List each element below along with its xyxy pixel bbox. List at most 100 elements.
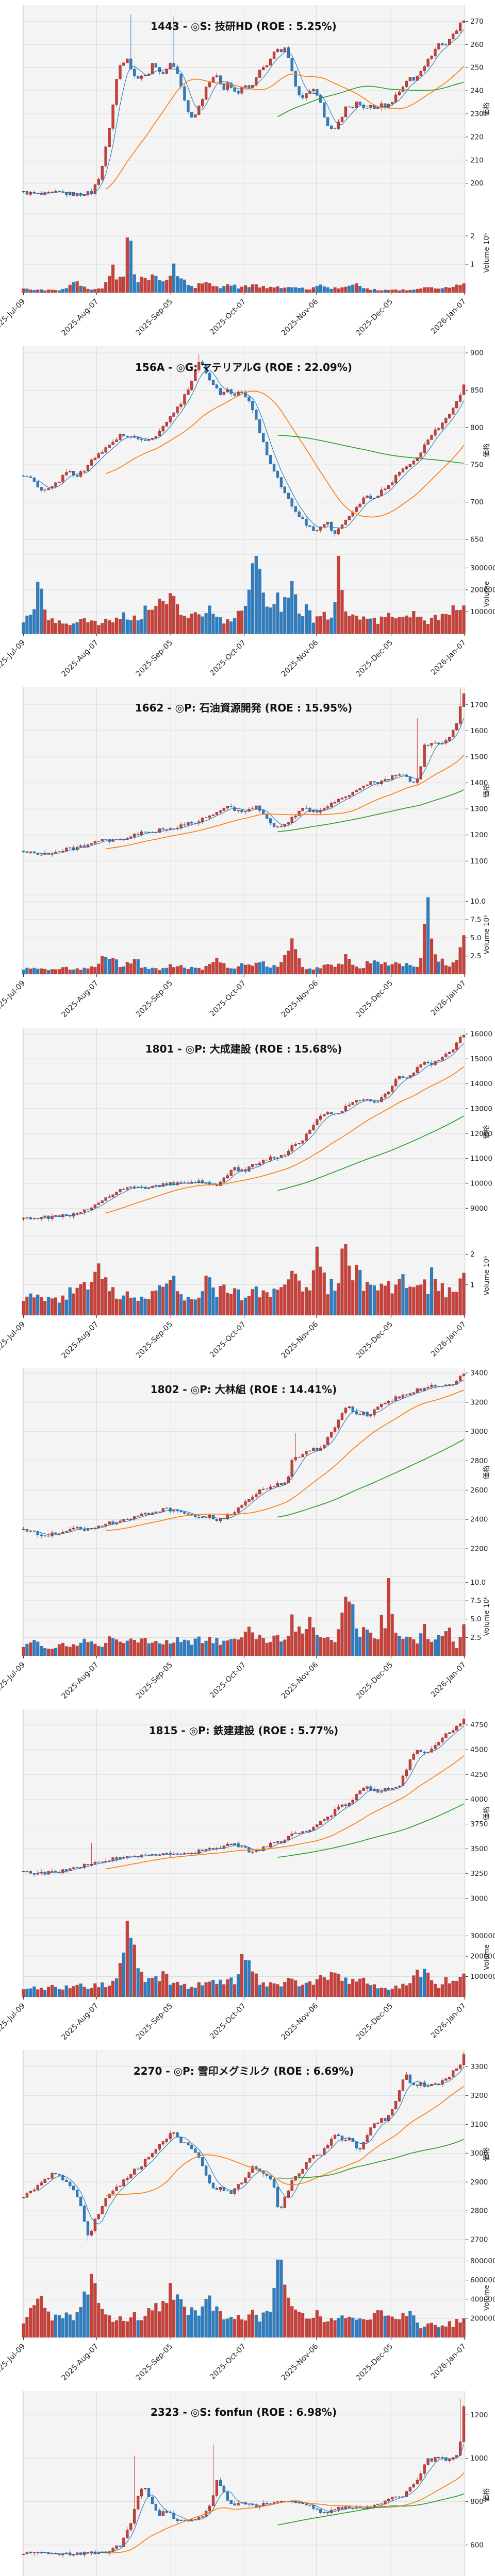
volume-tick-label: 5.0 xyxy=(470,1615,481,1623)
price-axis-title: 価格 xyxy=(483,443,491,457)
date-tick-label: 2025-Oct-07 xyxy=(208,298,248,337)
price-tick-label: 230 xyxy=(470,110,484,118)
volume-tick-label: 5.0 xyxy=(470,934,481,942)
date-tick-label: 2026-Jan-07 xyxy=(430,979,468,1018)
price-tick-label: 240 xyxy=(470,87,484,95)
price-tick-label: 9000 xyxy=(470,1204,488,1212)
date-tick-label: 2025-Aug-07 xyxy=(60,1320,101,1360)
price-tick-label: 3000 xyxy=(470,1428,488,1436)
price-tick-label: 220 xyxy=(470,133,484,141)
chart-canvas-156A: 156A - ◎G: マテリアルG (ROE : 22.09%) 650 700 75… xyxy=(0,346,495,679)
date-tick-label: 2025-Nov-06 xyxy=(280,638,320,679)
price-tick-label: 3500 xyxy=(470,1845,488,1853)
ma-mid-line xyxy=(105,1066,465,1213)
volume-tick-label: 2.5 xyxy=(470,1634,481,1642)
chart-canvas-1815: 1815 - ◎P: 鉄建建設 (ROE : 5.77%) 3000 3250 350… xyxy=(0,1709,495,2042)
price-tick-label: 1700 xyxy=(470,701,488,709)
ma-short-line xyxy=(38,1043,464,1218)
date-tick-label: 2026-Jan-07 xyxy=(430,1661,468,1699)
price-tick-label: 3250 xyxy=(470,1870,488,1878)
price-tick-label: 4000 xyxy=(470,1795,488,1803)
volume-axis-title: Volume 10⁶ xyxy=(483,1256,491,1295)
date-tick-label: 2025-Jul-09 xyxy=(0,638,27,675)
date-tick-label: 2025-Jul-09 xyxy=(0,298,27,334)
ma-mid-line xyxy=(106,1755,465,1869)
price-tick-label: 4500 xyxy=(470,1745,488,1754)
price-tick-label: 800 xyxy=(470,423,484,432)
ma-mid-line xyxy=(106,2472,465,2554)
date-tick-label: 2025-Jul-09 xyxy=(0,1661,27,1698)
date-tick-label: 2025-Aug-07 xyxy=(60,2343,101,2383)
price-tick-label: 2600 xyxy=(470,1486,488,1495)
price-tick-label: 15000 xyxy=(470,1055,492,1063)
volume-tick-label: 300000 xyxy=(470,564,495,572)
date-tick-label: 2025-Sep-05 xyxy=(135,298,174,337)
ma-long-line xyxy=(277,1115,464,1191)
date-tick-label: 2025-Dec-05 xyxy=(354,979,394,1020)
volume-tick-label: 10.0 xyxy=(470,897,486,906)
ma-long-line xyxy=(277,2493,464,2526)
chart-title: 1801 - ◎P: 大成建設 (ROE : 15.68%) xyxy=(145,1043,342,1055)
volume-tick-label: 7.5 xyxy=(470,1597,481,1605)
volume-axis-title: Volume xyxy=(483,2285,491,2311)
ma-short-line xyxy=(38,718,465,855)
plot-panel xyxy=(22,2391,466,2576)
chart-canvas-2323: 2323 - ◎S: fonfun (ROE : 6.98%) 600 800 100… xyxy=(22,2391,491,2576)
price-tick-label: 13000 xyxy=(470,1105,492,1113)
date-tick-label: 2025-Nov-06 xyxy=(280,2343,320,2383)
price-tick-label: 10000 xyxy=(470,1179,492,1188)
chart-canvas-1801: 1801 - ◎P: 大成建設 (ROE : 15.68%) 9000 10000 1… xyxy=(0,1027,492,1360)
stock-chart-2323: 2323 - ◎S: fonfun (ROE : 6.98%) 600 800 100… xyxy=(0,2385,495,2576)
price-tick-label: 2900 xyxy=(470,2178,488,2187)
price-tick-label: 3200 xyxy=(470,1398,488,1406)
price-tick-label: 4750 xyxy=(470,1721,488,1729)
price-tick-label: 2400 xyxy=(470,1516,488,1524)
price-tick-label: 210 xyxy=(470,156,484,164)
price-tick-label: 250 xyxy=(470,64,484,72)
chart-canvas-1443: 1443 - ◎S: 技研HD (ROE : 5.25%) 200 210 220 23… xyxy=(0,5,491,337)
ma-long-line xyxy=(277,1803,464,1858)
price-tick-label: 3100 xyxy=(470,2121,488,2129)
date-tick-label: 2026-Jan-07 xyxy=(430,1320,468,1358)
price-tick-label: 16000 xyxy=(470,1030,492,1038)
price-tick-label: 900 xyxy=(470,349,484,357)
price-tick-label: 3200 xyxy=(470,2092,488,2100)
price-axis-title: 価格 xyxy=(483,1465,491,1480)
price-tick-label: 3750 xyxy=(470,1820,488,1828)
plot-panel xyxy=(22,346,466,634)
plot-panel xyxy=(22,1709,466,1997)
volume-bars xyxy=(22,2259,466,2338)
ma-mid-line xyxy=(106,755,465,850)
volume-bars xyxy=(22,1578,466,1656)
ma-short-line xyxy=(37,2066,464,2225)
volume-axis-title: Volume 10⁶ xyxy=(483,914,491,954)
volume-bars xyxy=(22,1244,466,1315)
date-tick-label: 2025-Dec-05 xyxy=(354,2343,394,2383)
date-tick-label: 2025-Aug-07 xyxy=(60,2002,101,2042)
date-tick-label: 2025-Dec-05 xyxy=(354,638,394,679)
ma-mid-line xyxy=(106,1389,464,1531)
price-tick-label: 650 xyxy=(470,535,484,544)
volume-tick-label: 2 xyxy=(470,1250,475,1259)
chart-canvas-2270: 2270 - ◎P: 雪印メグミルク (ROE : 6.69%) 2700 2800… xyxy=(0,2050,495,2383)
candlesticks xyxy=(22,354,466,537)
date-tick-label: 2025-Sep-05 xyxy=(135,1320,174,1360)
plot-panel xyxy=(22,5,466,293)
plot-panel xyxy=(22,1368,466,1656)
stock-chart-156A: 156A - ◎G: マテリアルG (ROE : 22.09%) 650 700 75… xyxy=(0,341,495,682)
ma-short-line xyxy=(38,1725,464,1874)
ma-long-line xyxy=(277,1439,464,1518)
date-tick-label: 2025-Dec-05 xyxy=(354,1661,394,1701)
date-tick-label: 2025-Oct-07 xyxy=(208,1661,248,1700)
date-tick-label: 2025-Nov-06 xyxy=(280,2002,320,2042)
ma-long-line xyxy=(277,434,464,464)
ma-short-line xyxy=(37,369,464,528)
date-tick-label: 2025-Nov-06 xyxy=(280,1661,320,1701)
chart-title: 1662 - ◎P: 石油資源開発 (ROE : 15.95%) xyxy=(135,702,353,714)
date-tick-label: 2026-Jan-07 xyxy=(430,2002,468,2040)
chart-title: 1815 - ◎P: 鉄建建設 (ROE : 5.77%) xyxy=(149,1724,339,1737)
volume-tick-label: 200000 xyxy=(470,586,495,594)
volume-bars xyxy=(22,1921,466,1997)
date-tick-label: 2025-Oct-07 xyxy=(208,1320,248,1359)
ma-long-line xyxy=(277,81,464,117)
